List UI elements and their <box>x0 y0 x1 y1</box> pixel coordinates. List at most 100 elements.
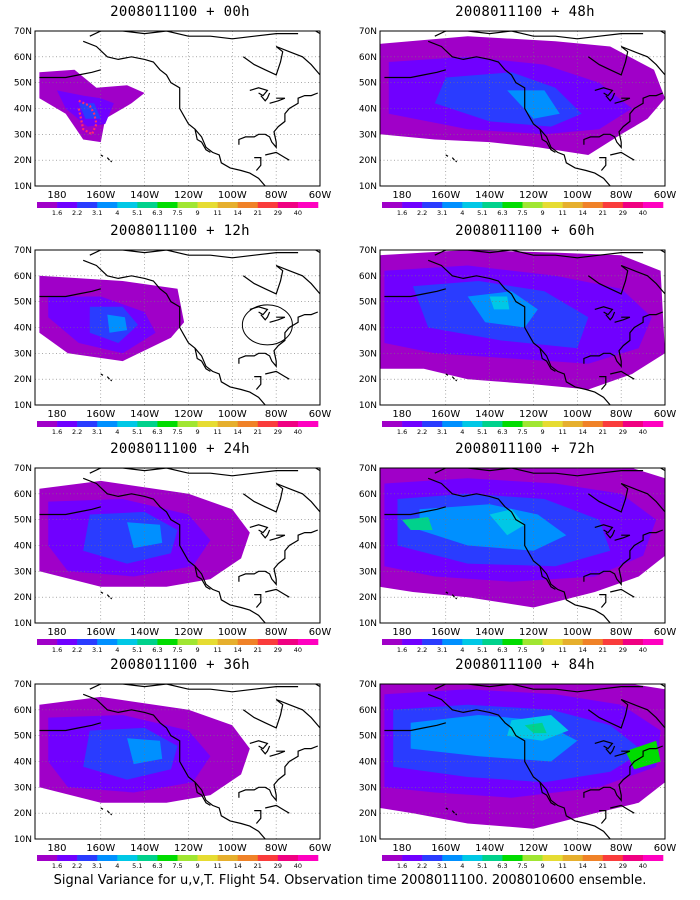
colorbar-swatch <box>37 202 58 208</box>
coastline <box>260 311 271 321</box>
colorbar-swatch <box>622 421 644 427</box>
coastline <box>242 483 284 513</box>
lat-tick-label: 20N <box>14 809 32 819</box>
lat-tick-label: 50N <box>359 79 377 89</box>
lat-tick-label: 50N <box>14 732 32 742</box>
coastline <box>594 87 614 97</box>
colorbar-swatch <box>582 639 604 645</box>
colorbar-label: 5.1 <box>132 646 142 653</box>
coastline <box>445 807 449 810</box>
lat-tick-label: 30N <box>359 130 377 140</box>
coastline <box>194 782 211 806</box>
colorbar-swatch <box>642 421 664 427</box>
colorbar-label: 6.3 <box>152 646 162 653</box>
colorbar-label: 9 <box>196 862 200 869</box>
lon-tick-label: 120W <box>174 409 203 420</box>
colorbar-swatch <box>602 421 624 427</box>
lon-tick-label: 80W <box>610 843 633 854</box>
lat-tick-label: 40N <box>14 542 32 552</box>
colorbar-swatch <box>237 639 259 645</box>
colorbar-swatch <box>297 421 319 427</box>
colorbar-swatch <box>622 639 644 645</box>
colorbar-swatch <box>382 639 403 645</box>
lat-tick-label: 30N <box>14 567 32 577</box>
lon-tick-label: 120W <box>174 190 203 201</box>
colorbar-swatch <box>402 639 423 645</box>
colorbar-label: 5.1 <box>132 862 142 869</box>
colorbar-swatch <box>442 855 463 861</box>
coastline <box>265 370 290 380</box>
coastline <box>434 468 644 477</box>
coastline <box>39 506 101 516</box>
colorbar-label: 21 <box>254 209 262 216</box>
lon-tick-label: 160W <box>86 843 115 854</box>
colorbar-label: 14 <box>579 209 587 216</box>
lon-tick-label: 120W <box>519 843 548 854</box>
colorbar-label: 4 <box>115 209 119 216</box>
lat-tick-label: 50N <box>359 516 377 526</box>
coastline <box>238 92 319 149</box>
colorbar-label: 40 <box>639 646 647 653</box>
coastlines <box>384 468 665 623</box>
colorbar-label: 29 <box>274 428 282 435</box>
lat-tick-label: 70N <box>359 27 377 37</box>
colorbar-label: 29 <box>274 862 282 869</box>
coastline <box>583 745 664 802</box>
coastline <box>583 529 664 586</box>
lon-tick-label: 180 <box>392 190 411 201</box>
variance-contour <box>107 314 128 333</box>
lon-tick-label: 180 <box>47 409 66 420</box>
variance-contour <box>78 103 101 119</box>
lat-tick-label: 70N <box>359 680 377 690</box>
coastline <box>315 31 320 35</box>
plot-frame <box>379 249 666 406</box>
coastline <box>269 750 286 757</box>
colorbar-swatch <box>502 855 523 861</box>
colorbar-label: 6.3 <box>497 209 507 216</box>
lon-tick-label: 160W <box>431 843 460 854</box>
lon-tick-label: 160W <box>86 190 115 201</box>
coastline <box>110 597 113 600</box>
variance-field <box>380 36 665 156</box>
flight-track <box>77 99 98 136</box>
colorbar-label: 29 <box>274 646 282 653</box>
coastline <box>427 259 611 405</box>
colorbar-swatch <box>37 855 58 861</box>
coastline <box>384 722 446 732</box>
colorbar-swatch <box>502 639 523 645</box>
lon-tick-label: 80W <box>265 409 288 420</box>
coastline <box>587 265 629 295</box>
colorbar-label: 9 <box>541 428 545 435</box>
lon-tick-label: 140W <box>130 627 159 638</box>
colorbar-swatch <box>237 421 259 427</box>
lon-tick-label: 140W <box>475 190 504 201</box>
colorbar-label: 3.1 <box>92 209 102 216</box>
colorbar-swatch <box>462 639 483 645</box>
colorbar-label: 11 <box>559 428 567 435</box>
plot-frame <box>379 30 666 187</box>
lat-tick-label: 20N <box>14 375 32 385</box>
colorbar-swatch <box>137 855 158 861</box>
colorbar-swatch <box>462 202 483 208</box>
lat-tick-label: 30N <box>359 349 377 359</box>
variance-field <box>380 250 665 390</box>
lon-tick-label: 100W <box>218 190 247 201</box>
colorbar-swatch <box>442 421 463 427</box>
coastline <box>242 265 284 295</box>
colorbar-label: 1.6 <box>52 646 62 653</box>
panel-60h: 2008011100 + 60h 70N 60N 50N 40N 30N 20N 10N 18… <box>355 223 695 435</box>
coastline <box>238 529 319 586</box>
panel-title: 2008011100 + 36h <box>110 657 250 673</box>
colorbar-swatch <box>277 202 299 208</box>
plot-frame <box>379 683 666 840</box>
coastline <box>110 813 113 816</box>
map-60h: 70N 60N 50N 40N 30N 20N 10N 180 160W 140W 120W 100W… <box>359 246 677 435</box>
colorbar-label: 14 <box>579 428 587 435</box>
lon-tick-label: 60W <box>309 843 332 854</box>
colorbar-swatch <box>442 639 463 645</box>
coastline <box>594 524 614 534</box>
colorbar-swatch <box>177 421 198 427</box>
colorbar-label: 4 <box>115 862 119 869</box>
lat-tick-label: 70N <box>359 246 377 256</box>
colorbar-swatch <box>217 855 239 861</box>
